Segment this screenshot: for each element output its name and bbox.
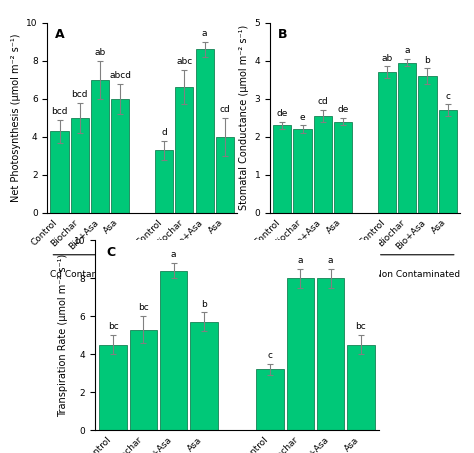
Bar	[398, 63, 416, 213]
Bar	[256, 370, 283, 430]
Bar	[347, 345, 374, 430]
Bar	[273, 125, 292, 213]
Text: cd: cd	[318, 97, 328, 106]
Bar	[334, 121, 352, 213]
Bar	[160, 270, 187, 430]
Text: a: a	[171, 250, 176, 259]
Bar	[378, 72, 396, 213]
Text: ab: ab	[381, 53, 392, 63]
Bar	[438, 110, 457, 213]
Text: C: C	[106, 246, 115, 259]
Text: B: B	[278, 29, 287, 41]
Text: bcd: bcd	[51, 107, 68, 116]
Text: Non Contaminated: Non Contaminated	[152, 270, 237, 279]
Bar	[71, 118, 89, 213]
Bar	[191, 322, 218, 430]
Text: bcd: bcd	[72, 90, 88, 99]
Y-axis label: Net Photosynthesis (μmol m⁻² s⁻¹): Net Photosynthesis (μmol m⁻² s⁻¹)	[10, 34, 21, 202]
Text: d: d	[161, 128, 167, 137]
Bar	[287, 278, 314, 430]
Bar	[175, 87, 193, 213]
Bar	[100, 345, 127, 430]
Y-axis label: Transpiration Rate (μmol m⁻² s⁻¹): Transpiration Rate (μmol m⁻² s⁻¹)	[58, 254, 68, 417]
Bar	[314, 116, 332, 213]
Bar	[418, 76, 437, 213]
Text: c: c	[267, 351, 273, 360]
Bar	[293, 129, 312, 213]
Bar	[50, 131, 69, 213]
Text: b: b	[425, 56, 430, 64]
Text: a: a	[298, 256, 303, 265]
Y-axis label: Stomatal Conductance (μmol m⁻² s⁻¹): Stomatal Conductance (μmol m⁻² s⁻¹)	[239, 25, 249, 210]
Text: Non Contaminated: Non Contaminated	[375, 270, 460, 279]
Text: cd: cd	[219, 105, 230, 114]
Bar	[91, 80, 109, 213]
Text: de: de	[337, 105, 349, 114]
Bar	[155, 150, 173, 213]
Bar	[317, 278, 344, 430]
Text: abcd: abcd	[109, 71, 131, 80]
Bar	[130, 329, 157, 430]
Text: a: a	[404, 46, 410, 55]
Text: de: de	[277, 109, 288, 118]
Text: ab: ab	[94, 48, 106, 57]
Text: bc: bc	[108, 323, 118, 332]
Text: b: b	[201, 299, 207, 308]
Text: Cd Contaminated: Cd Contaminated	[50, 270, 129, 279]
Text: bc: bc	[138, 304, 149, 313]
Text: a: a	[328, 256, 333, 265]
Text: abc: abc	[176, 58, 192, 67]
Text: A: A	[55, 29, 64, 41]
Text: bc: bc	[356, 323, 366, 332]
Bar	[216, 137, 234, 213]
Text: a: a	[202, 29, 207, 38]
Text: Cd Contaminated: Cd Contaminated	[273, 270, 352, 279]
Text: e: e	[300, 113, 305, 121]
Bar	[195, 49, 214, 213]
Text: c: c	[445, 92, 450, 101]
Bar	[111, 99, 129, 213]
